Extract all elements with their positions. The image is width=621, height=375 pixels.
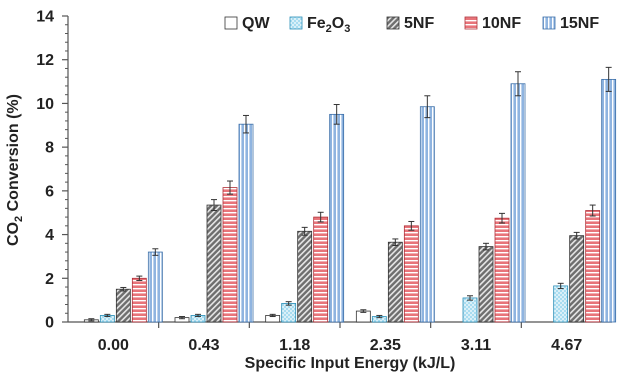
legend-swatch-qw <box>224 16 238 30</box>
legend-swatch-15nf <box>542 16 556 30</box>
bar-5nf-2.35 <box>387 241 403 323</box>
bar-fe2o3-4.67 <box>553 285 569 323</box>
bar-5nf-0.00 <box>115 288 131 323</box>
bar-5nf-0.43 <box>206 204 222 323</box>
bar-15nf-1.18 <box>329 113 345 323</box>
bar-10nf-1.18 <box>313 216 329 323</box>
y-axis-title: CO2 Conversion (%) <box>5 94 25 246</box>
y-axis-title-main: CO <box>5 222 22 246</box>
y-tick-label: 4 <box>45 227 54 244</box>
legend-label-qw: QW <box>242 15 270 32</box>
y-tick-label: 10 <box>36 96 54 113</box>
bar-15nf-4.67 <box>601 78 617 323</box>
bar-fe2o3-3.11 <box>462 297 478 323</box>
y-axis-title-subscript: 2 <box>13 216 25 222</box>
legend-swatch-5nf <box>386 16 400 30</box>
bar-5nf-3.11 <box>478 246 494 323</box>
x-axis: 0.00 0.43 1.18 2.35 3.11 4.67 <box>68 321 612 354</box>
legend-label-main: Fe <box>307 15 326 32</box>
bar-5nf-1.18 <box>297 230 313 323</box>
legend-label-main: QW <box>242 15 270 32</box>
bar-10nf-0.00 <box>131 277 147 323</box>
bars <box>83 66 617 323</box>
y-tick-label: 12 <box>36 52 54 69</box>
legend-label-tail: O <box>332 15 344 32</box>
legend: QW Fe2O3 5NF 10NF 15NF <box>224 15 599 35</box>
legend-label-subscript: 2 <box>326 23 332 35</box>
bar-10nf-0.43 <box>222 187 238 323</box>
x-tick-label: 0.43 <box>188 337 219 354</box>
legend-swatch-10nf <box>464 16 478 30</box>
y-tick-label: 6 <box>45 183 54 200</box>
bar-fe2o3-1.18 <box>281 303 297 323</box>
x-tick-label: 2.35 <box>370 337 401 354</box>
bar-10nf-4.67 <box>585 210 601 323</box>
bar-15nf-3.11 <box>510 83 526 323</box>
legend-label-fe2o3: Fe2O3 <box>307 15 350 35</box>
x-tick-label: 0.00 <box>98 337 129 354</box>
y-tick-label: 8 <box>45 140 54 157</box>
bar-15nf-0.00 <box>147 251 163 323</box>
legend-label-10nf: 10NF <box>482 15 521 32</box>
bar-5nf-4.67 <box>569 235 585 323</box>
x-tick-label: 3.11 <box>461 337 491 354</box>
legend-label-main: 10NF <box>482 15 521 32</box>
bar-10nf-3.11 <box>494 217 510 323</box>
legend-label-5nf: 5NF <box>404 15 434 32</box>
x-tick-label: 4.67 <box>551 337 582 354</box>
y-tick-label: 14 <box>36 9 54 26</box>
legend-label-main: 5NF <box>404 15 434 32</box>
legend-label-main: 15NF <box>560 15 599 32</box>
y-tick-label: 2 <box>45 271 54 288</box>
legend-label-15nf: 15NF <box>560 15 599 32</box>
legend-swatch-fe2o3 <box>289 16 303 30</box>
bar-15nf-2.35 <box>419 106 435 323</box>
x-tick-label: 1.18 <box>279 337 310 354</box>
y-tick-label: 0 <box>45 315 54 332</box>
legend-label-subscript: 3 <box>344 23 350 35</box>
y-axis: 0 2 4 6 8 10 12 14 <box>36 9 69 332</box>
y-axis-title-tail: Conversion (%) <box>5 94 22 216</box>
bar-10nf-2.35 <box>403 225 419 323</box>
x-axis-title: Specific Input Energy (kJ/L) <box>245 355 456 372</box>
bar-15nf-0.43 <box>238 123 254 323</box>
